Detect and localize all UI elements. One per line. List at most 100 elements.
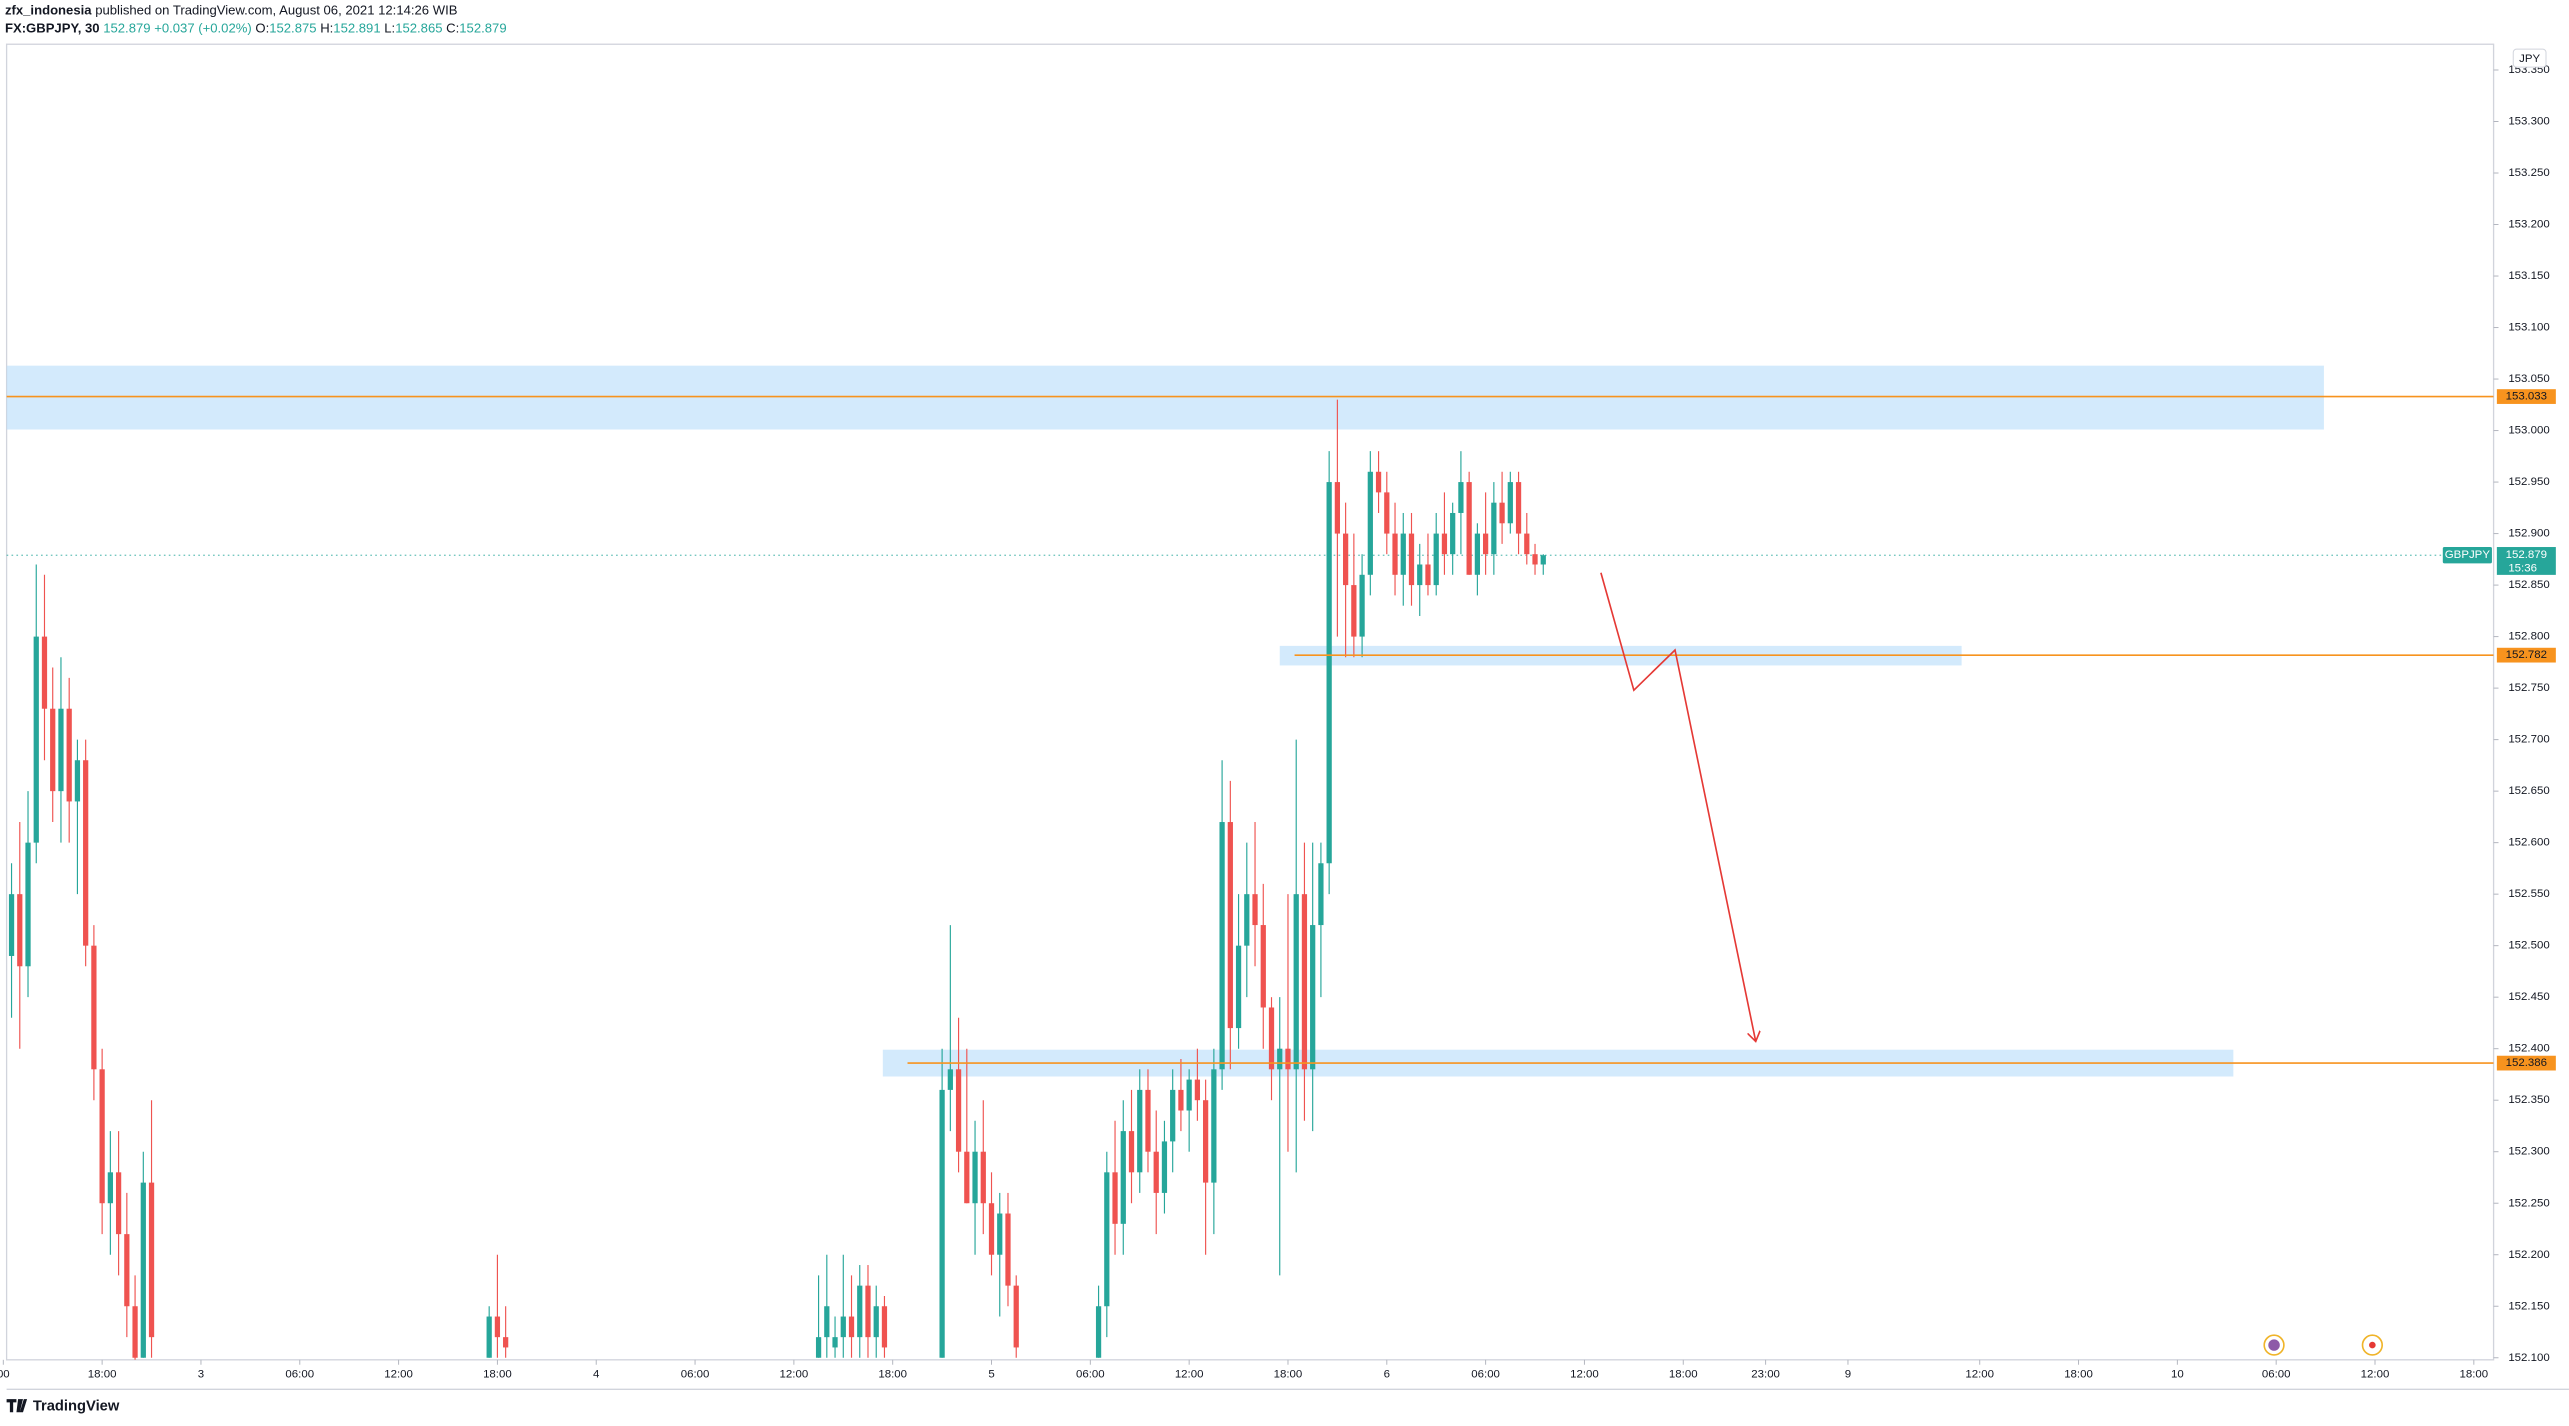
x-tick-label: 18:00 [483,1369,512,1381]
x-tick-label: 06:00 [681,1369,710,1381]
y-tick-label: 152.450 [2508,991,2549,1003]
candle-body [1310,925,1316,1070]
candle-body [988,1203,995,1255]
candle-body [1128,1131,1135,1173]
bottom-icons [2263,1334,2383,1356]
y-tick-label: 153.200 [2508,219,2549,231]
x-tick-label: 18:00 [1669,1369,1698,1381]
candle-body [1450,512,1456,555]
author: zfx_indonesia [5,3,92,18]
candle-body [66,708,72,802]
candle-body [50,708,56,792]
ohlc-label: O: [255,21,269,36]
candle-body [1367,471,1373,575]
candle-body [1203,1100,1209,1183]
candle-body [1400,533,1406,575]
candle-body [824,1306,830,1338]
x-tick-label: 18:00 [2064,1369,2093,1381]
candle-body [486,1316,492,1358]
y-tick-label: 152.150 [2508,1300,2549,1312]
last: 152.879 [103,21,150,36]
candle-body [955,1069,962,1152]
symbol-badge-label: GBPJPY [2445,549,2491,561]
candle-body [1351,585,1357,637]
candle-body [33,636,39,843]
candle-body [1326,482,1332,864]
y-tick-label: 152.300 [2508,1146,2549,1158]
candle-body [1392,533,1398,575]
candle-body [1359,574,1365,637]
candle-body [1532,554,1538,565]
event-icon-inner [2369,1341,2376,1349]
candle-body [1219,822,1225,1070]
x-tick-label: 18:00 [88,1369,117,1381]
x-tick-label: 06:00 [1076,1369,1105,1381]
candle-body [964,1151,970,1204]
candle-body [881,1306,888,1348]
x-tick-label: 6 [1384,1369,1390,1381]
zone [6,365,2324,430]
candle-body [74,760,81,802]
candle-body [832,1337,838,1348]
candle-body [997,1213,1003,1255]
last-price-label: 152.879 [2506,549,2547,561]
currency: JPY [2519,53,2540,65]
candle-body [1417,564,1423,586]
candle-body [41,636,48,709]
y-tick-label: 152.800 [2508,631,2549,643]
candle-body [107,1172,113,1204]
candle-body [1491,502,1497,555]
candle-body [1458,482,1464,513]
y-tick-label: 152.100 [2508,1352,2549,1364]
x-tick-label: 06:00 [2262,1369,2291,1381]
x-tick-label: 12:00 [780,1369,809,1381]
candle-body [1277,1048,1283,1070]
candle-body [1474,533,1481,575]
x-tick-label: 12:00 [1570,1369,1599,1381]
candle-body [1482,533,1489,555]
x-tick-label: 12:00 [1175,1369,1204,1381]
candle-body [1260,925,1266,1008]
ohlc-value: 152.865 [395,21,442,36]
x-tick-label: 9 [1845,1369,1851,1381]
level-label-bg [2496,1055,2556,1071]
candle-body [503,1337,509,1348]
candle-body [1441,533,1448,555]
y-tick-label: 152.700 [2508,734,2549,746]
candle-body [980,1151,986,1204]
candle-body [848,1316,855,1338]
ohlc-label: L: [384,21,395,36]
candle-body [1194,1079,1201,1101]
x-tick-label: 10 [2171,1369,2184,1381]
forecast-arrow [1600,572,1756,1042]
candle-body [99,1069,105,1204]
candle-body [1384,492,1390,534]
y-tick-label: 152.650 [2508,785,2549,797]
candle-body [857,1285,863,1338]
y-tick-label: 152.600 [2508,837,2549,849]
candle-body [1095,1306,1102,1358]
candle-body [1161,1141,1168,1193]
candle-body [1499,502,1505,524]
logo: TradingView [6,1398,120,1414]
candle-body [148,1182,155,1338]
candle-body [1178,1089,1184,1111]
x-tick-label: 3 [198,1369,204,1381]
candle-body [1137,1089,1143,1173]
candle-body [873,1306,879,1338]
y-tick-label: 153.250 [2508,167,2549,179]
published: published on TradingView.com, August 06,… [95,3,458,18]
candle-body [972,1151,978,1204]
candle-body [1301,894,1308,1070]
x-tick-label: 5 [988,1369,994,1381]
x-tick-label: 06:00 [285,1369,314,1381]
candle-body [1104,1172,1110,1307]
candle-body [1013,1285,1019,1348]
plot-border [5,43,2495,1361]
candle-body [1005,1213,1011,1286]
x-tick-label: 4 [593,1369,600,1381]
candle-body [1153,1151,1159,1193]
